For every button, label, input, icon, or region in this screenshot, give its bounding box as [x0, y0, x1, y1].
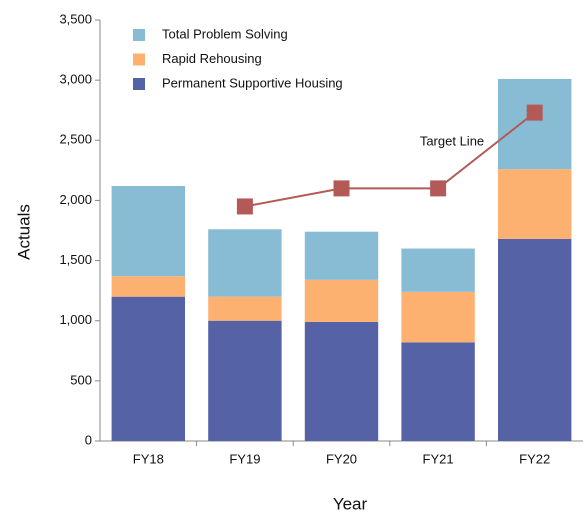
- legend-swatch: [133, 78, 145, 90]
- y-tick-label: 3,000: [59, 72, 92, 87]
- x-tick-label: FY19: [229, 451, 260, 466]
- bar-segment: [208, 296, 282, 321]
- target-marker: [333, 180, 350, 197]
- bar-segment: [401, 291, 475, 343]
- x-tick-label: FY22: [519, 451, 550, 466]
- target-marker: [526, 104, 543, 121]
- legend-label: Rapid Rehousing: [162, 51, 262, 66]
- y-tick-label: 1,500: [59, 252, 92, 267]
- bar-segment: [304, 231, 379, 280]
- bar-segment: [401, 248, 475, 292]
- y-tick-label: 3,500: [59, 11, 92, 26]
- y-tick-label: 500: [70, 372, 92, 387]
- y-tick-label: 2,500: [59, 132, 92, 147]
- x-tick-label: FY21: [423, 451, 454, 466]
- bar-segment: [497, 238, 572, 441]
- legend-swatch: [133, 29, 145, 41]
- legend-label: Total Problem Solving: [162, 26, 288, 41]
- bar-segment: [304, 321, 379, 441]
- line-label: Target Line: [420, 133, 484, 148]
- bar-segment: [497, 78, 572, 170]
- x-axis-label: Year: [333, 494, 368, 513]
- x-tick-label: FY18: [133, 451, 164, 466]
- bar-segment: [111, 185, 186, 277]
- y-tick-label: 2,000: [59, 192, 92, 207]
- y-tick-label: 1,000: [59, 312, 92, 327]
- bar-segment: [111, 276, 186, 297]
- legend-swatch: [133, 53, 145, 66]
- y-tick-label: 0: [85, 432, 92, 447]
- y-axis-label: Actuals: [14, 204, 33, 260]
- target-line: [244, 111, 536, 208]
- bar-segment: [497, 169, 572, 239]
- legend-label: Permanent Supportive Housing: [162, 75, 343, 90]
- bar-segment: [111, 296, 186, 441]
- bar-segment: [208, 229, 282, 297]
- target-marker: [430, 180, 447, 197]
- x-tick-label: FY20: [326, 451, 357, 466]
- target-marker: [236, 198, 253, 215]
- bar-segment: [208, 320, 282, 441]
- bar-segment: [304, 279, 379, 322]
- bar-segment: [401, 342, 475, 441]
